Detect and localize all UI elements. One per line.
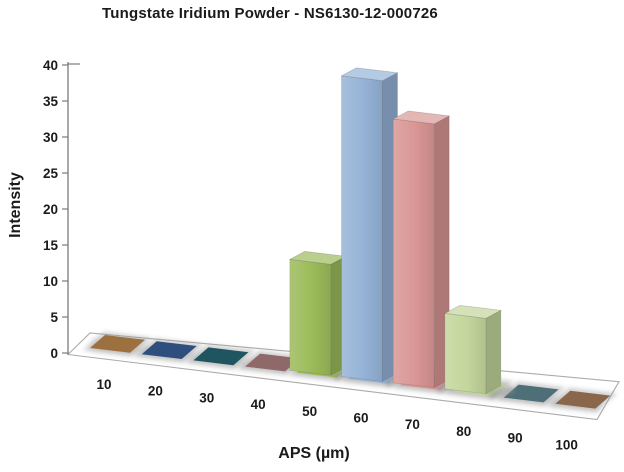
x-tick-label: 60 (353, 411, 368, 426)
tile-100 (555, 390, 611, 409)
x-tick-label: 90 (508, 431, 523, 446)
y-tick-label: 10 (43, 274, 58, 289)
tile-20 (141, 341, 197, 359)
y-tick-label: 5 (50, 310, 58, 325)
x-axis-title: APS (µm) (278, 445, 350, 462)
y-tick-label: 20 (43, 202, 58, 217)
x-tick-label: 30 (199, 390, 214, 405)
bar-50-front (289, 259, 332, 376)
x-tick-label: 100 (555, 437, 578, 452)
tile-90 (503, 384, 559, 403)
x-tick-label: 70 (405, 417, 420, 432)
bar-80-side (485, 309, 502, 395)
x-tick-label: 80 (456, 424, 471, 439)
tile-30 (193, 347, 249, 366)
bar-70-top (392, 110, 451, 125)
y-axis-title: Intensity (7, 172, 24, 238)
y-tick-label: 15 (43, 238, 59, 253)
y-tick-label: 40 (43, 58, 58, 73)
bar-shadow-80 (485, 384, 516, 399)
x-tick-label: 20 (148, 384, 163, 399)
tile-10 (90, 335, 145, 353)
bar-70-front (392, 118, 435, 388)
y-tick-label: 30 (43, 130, 58, 145)
x-tick-label: 10 (96, 377, 111, 392)
y-tick-label: 25 (43, 166, 59, 181)
chart-title: Tungstate Iridium Powder - NS6130-12-000… (102, 5, 438, 22)
tile-40 (245, 353, 301, 372)
bar-60-front (341, 75, 383, 382)
bar-60-top (340, 67, 399, 82)
y-tick-label: 0 (50, 346, 58, 361)
x-tick-label: 50 (302, 404, 317, 419)
y-tick-label: 35 (43, 94, 59, 109)
bar-80-front (444, 313, 487, 395)
bar-80-top (443, 305, 503, 319)
x-tick-label: 40 (251, 397, 266, 412)
